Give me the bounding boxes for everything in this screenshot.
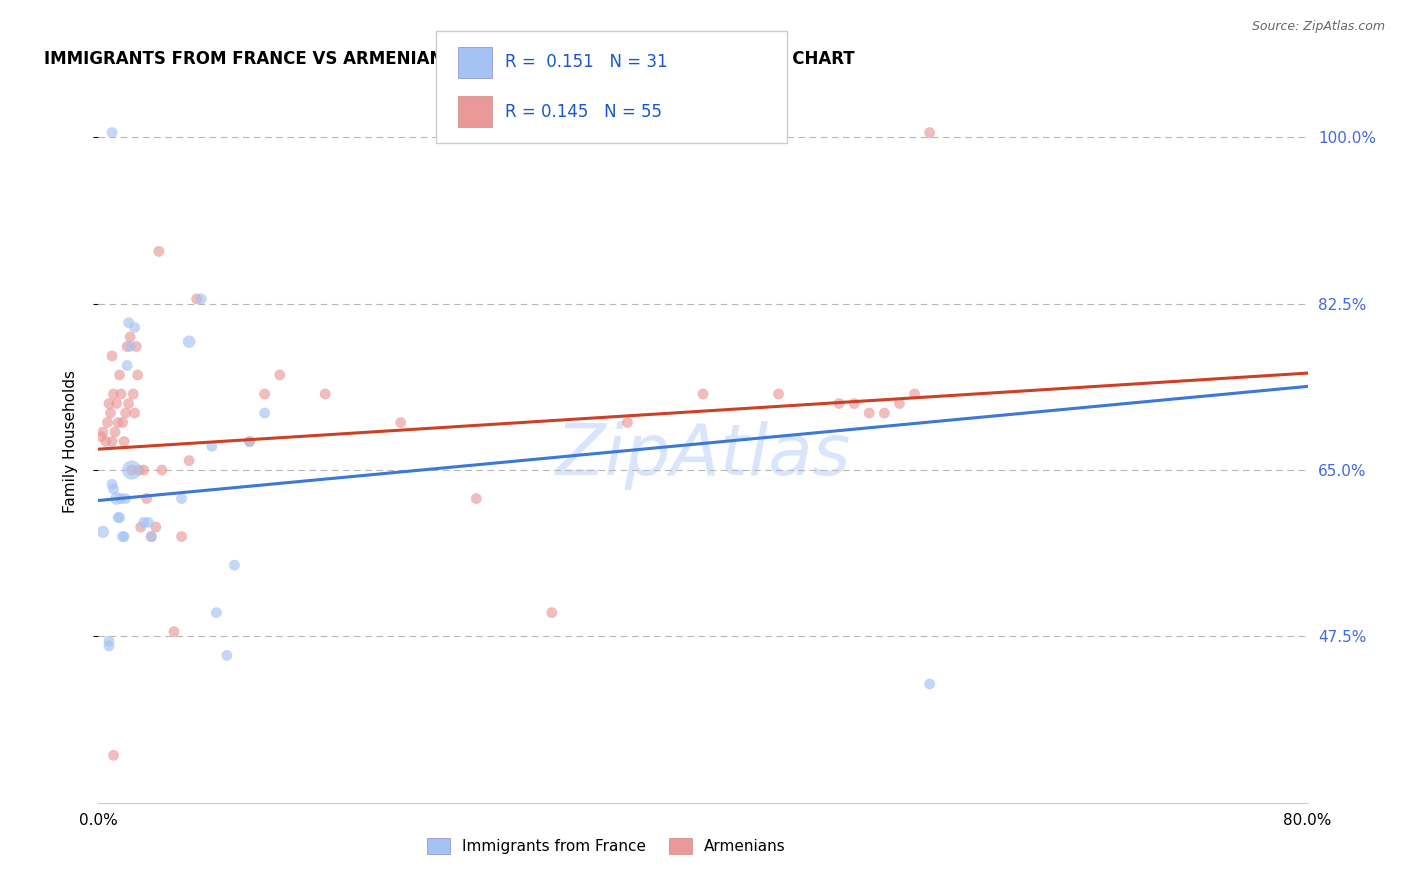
Point: [918, 677, 941, 691]
Point: [170, 530, 193, 544]
Point: [118, 396, 141, 410]
Legend: Immigrants from France, Armenians: Immigrants from France, Armenians: [420, 832, 792, 860]
Point: [114, 406, 136, 420]
Point: [239, 434, 262, 449]
Point: [108, 510, 131, 524]
Point: [127, 368, 149, 382]
Point: [96, 416, 118, 430]
Point: [858, 406, 880, 420]
Point: [873, 406, 896, 420]
Point: [110, 387, 132, 401]
Point: [100, 406, 122, 420]
Point: [121, 463, 143, 477]
Point: [115, 339, 138, 353]
Point: [190, 292, 212, 306]
Point: [111, 416, 134, 430]
Point: [465, 491, 488, 506]
Point: [120, 330, 142, 344]
Point: [918, 126, 941, 140]
Point: [103, 748, 125, 763]
Point: [111, 530, 134, 544]
Point: [904, 387, 927, 401]
Point: [132, 516, 155, 530]
Point: [692, 387, 714, 401]
Point: [186, 292, 208, 306]
Point: [90, 430, 112, 444]
Point: [124, 320, 146, 334]
Point: [107, 416, 129, 430]
Point: [889, 396, 911, 410]
Point: [253, 387, 276, 401]
Text: R = 0.145   N = 55: R = 0.145 N = 55: [505, 103, 662, 120]
Point: [201, 439, 224, 453]
Point: [141, 530, 163, 544]
Point: [94, 434, 117, 449]
Point: [101, 349, 124, 363]
Point: [314, 387, 336, 401]
Point: [98, 639, 121, 653]
Point: [108, 368, 131, 382]
Text: R =  0.151   N = 31: R = 0.151 N = 31: [505, 54, 668, 71]
Point: [112, 434, 135, 449]
Point: [253, 406, 276, 420]
Point: [150, 463, 173, 477]
Point: [104, 425, 127, 439]
Point: [101, 126, 124, 140]
Text: IMMIGRANTS FROM FRANCE VS ARMENIAN FAMILY HOUSEHOLDS CORRELATION CHART: IMMIGRANTS FROM FRANCE VS ARMENIAN FAMIL…: [44, 50, 855, 68]
Point: [141, 530, 163, 544]
Point: [768, 387, 790, 401]
Point: [179, 334, 201, 349]
Point: [98, 634, 121, 648]
Point: [389, 416, 412, 430]
Point: [163, 624, 186, 639]
Point: [616, 416, 638, 430]
Point: [148, 244, 170, 259]
Point: [112, 530, 135, 544]
Point: [110, 491, 132, 506]
Point: [91, 425, 114, 439]
Point: [103, 387, 125, 401]
Text: Source: ZipAtlas.com: Source: ZipAtlas.com: [1251, 20, 1385, 33]
Point: [129, 520, 152, 534]
Point: [269, 368, 291, 382]
Point: [224, 558, 246, 573]
Point: [136, 516, 159, 530]
Point: [98, 396, 121, 410]
Point: [135, 491, 157, 506]
Point: [121, 463, 143, 477]
Point: [120, 339, 142, 353]
Point: [125, 339, 148, 353]
Point: [101, 434, 124, 449]
Y-axis label: Family Households: Family Households: [63, 370, 77, 513]
Point: [239, 434, 262, 449]
Text: ZipAtlas: ZipAtlas: [555, 422, 851, 491]
Point: [844, 396, 866, 410]
Point: [179, 453, 201, 467]
Point: [828, 396, 851, 410]
Point: [124, 406, 146, 420]
Point: [103, 482, 125, 496]
Point: [128, 463, 150, 477]
Point: [215, 648, 238, 663]
Point: [91, 524, 114, 539]
Point: [118, 316, 141, 330]
Point: [114, 491, 136, 506]
Point: [105, 491, 128, 506]
Point: [170, 491, 193, 506]
Point: [105, 396, 128, 410]
Point: [205, 606, 228, 620]
Point: [101, 477, 124, 491]
Point: [107, 510, 129, 524]
Point: [115, 359, 138, 373]
Point: [145, 520, 167, 534]
Point: [540, 606, 562, 620]
Point: [122, 387, 145, 401]
Point: [132, 463, 155, 477]
